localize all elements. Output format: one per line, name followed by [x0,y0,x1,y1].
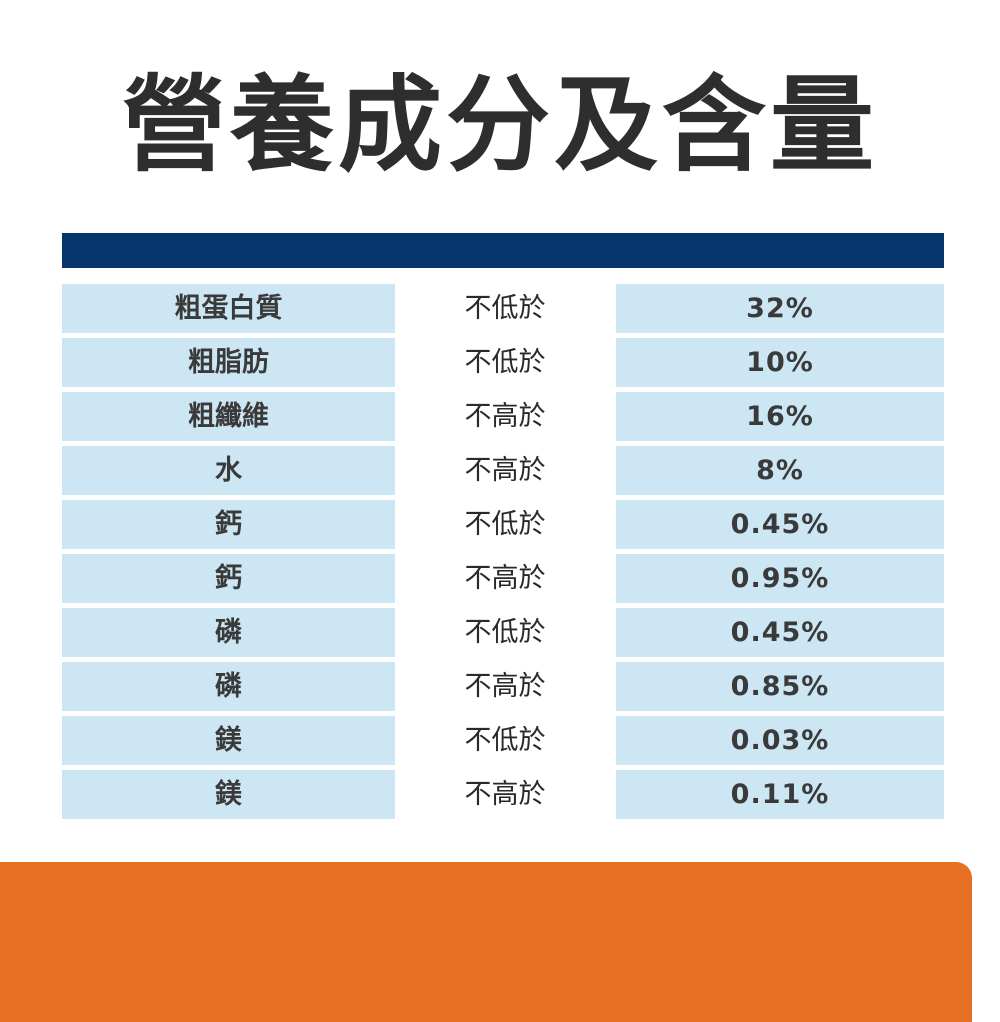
nutrient-condition: 不高於 [464,779,546,810]
table-row: 磷 不低於 0.45% [62,608,944,657]
nutrient-condition: 不低於 [464,725,546,756]
nutrient-name: 鎂 [62,770,395,819]
nutrient-name: 水 [62,446,395,495]
nutrient-name: 鈣 [62,500,395,549]
table-row: 鈣 不低於 0.45% [62,500,944,549]
nutrient-value: 10% [616,338,944,387]
table-row: 粗蛋白質 不低於 32% [62,284,944,333]
nutrient-condition: 不高於 [464,401,546,432]
nutrient-value: 32% [616,284,944,333]
nutrient-value: 0.03% [616,716,944,765]
nutrient-name: 粗纖維 [62,392,395,441]
nutrient-condition: 不低於 [464,509,546,540]
table-row: 粗纖維 不高於 16% [62,392,944,441]
nutrient-name: 鎂 [62,716,395,765]
nutrient-name: 磷 [62,608,395,657]
nutrient-condition: 不低於 [464,293,546,324]
page-title: 營養成分及含量 [121,64,878,186]
nutrient-value: 16% [616,392,944,441]
nutrient-value: 0.45% [616,500,944,549]
nutrient-name: 磷 [62,662,395,711]
table-row: 粗脂肪 不低於 10% [62,338,944,387]
nutrition-table: 粗蛋白質 不低於 32% 粗脂肪 不低於 10% 粗纖維 不高於 16% 水 不… [62,284,944,824]
nutrient-value: 8% [616,446,944,495]
nutrient-name: 鈣 [62,554,395,603]
table-row: 鎂 不高於 0.11% [62,770,944,819]
nutrient-name: 粗蛋白質 [62,284,395,333]
nutrient-condition: 不高於 [464,563,546,594]
nutrient-value: 0.11% [616,770,944,819]
table-row: 鎂 不低於 0.03% [62,716,944,765]
nutrient-condition: 不高於 [464,455,546,486]
nutrient-condition: 不低於 [464,347,546,378]
nutrient-condition: 不高於 [464,671,546,702]
nutrient-value: 0.45% [616,608,944,657]
table-row: 水 不高於 8% [62,446,944,495]
table-row: 鈣 不高於 0.95% [62,554,944,603]
footer-banner [0,862,972,1022]
nutrient-value: 0.85% [616,662,944,711]
nutrient-value: 0.95% [616,554,944,603]
table-header-bar [62,233,944,268]
nutrient-condition: 不低於 [464,617,546,648]
nutrient-name: 粗脂肪 [62,338,395,387]
table-row: 磷 不高於 0.85% [62,662,944,711]
